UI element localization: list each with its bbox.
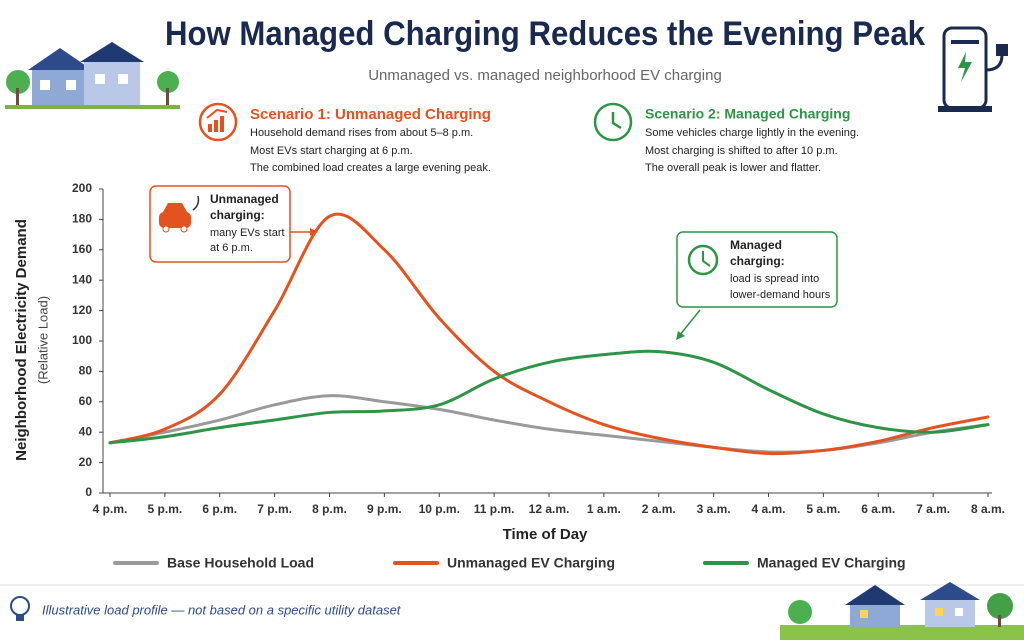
scenario-text: The combined load creates a large evenin…	[250, 162, 491, 174]
scenario-text: The overall peak is lower and flatter.	[645, 162, 821, 174]
houses-footer-icon	[780, 582, 1024, 640]
annotation-managed	[676, 231, 838, 340]
y-tick-label: 120	[72, 303, 92, 317]
clock-icon	[593, 102, 633, 142]
x-tick-label: 5 a.m.	[806, 502, 840, 516]
x-tick-label: 4 p.m.	[93, 502, 128, 516]
trend-icon	[198, 102, 238, 142]
y-tick-label: 100	[72, 333, 92, 347]
annotation-text: many EVs start	[210, 227, 285, 239]
y-tick-label: 160	[72, 242, 92, 256]
scenario-text: Most charging is shifted to after 10 p.m…	[645, 145, 838, 157]
annotation-text: at 6 p.m.	[210, 242, 253, 254]
bulb-icon	[10, 596, 30, 621]
annotation-title: Managed	[730, 238, 782, 252]
x-tick-label: 8 a.m.	[971, 502, 1005, 516]
legend-label: Unmanaged EV Charging	[447, 555, 615, 571]
legend-label: Managed EV Charging	[757, 555, 906, 571]
scenario-title: Scenario 2: Managed Charging	[645, 106, 850, 122]
annotation-unmanaged	[149, 185, 318, 263]
footnote: Illustrative load profile — not based on…	[42, 602, 402, 617]
x-tick-label: 11 p.m.	[474, 502, 515, 516]
annotation-text: load is spread into	[730, 273, 819, 285]
y-axis-title: Neighborhood Electricity Demand	[13, 219, 30, 461]
y-tick-label: 0	[85, 485, 92, 499]
x-tick-label: 4 a.m.	[751, 502, 785, 516]
charger-icon	[938, 26, 1008, 112]
x-tick-label: 12 a.m.	[529, 502, 570, 516]
y-tick-label: 200	[72, 181, 92, 195]
x-tick-label: 7 p.m.	[257, 502, 292, 516]
scenario-title: Scenario 1: Unmanaged Charging	[250, 106, 491, 123]
x-tick-label: 9 p.m.	[367, 502, 402, 516]
annotation-title: Unmanaged	[210, 192, 279, 206]
scenario-text: Some vehicles charge lightly in the even…	[645, 127, 859, 139]
houses-icon	[5, 42, 180, 109]
title: How Managed Charging Reduces the Evening…	[165, 15, 925, 53]
subtitle: Unmanaged vs. managed neighborhood EV ch…	[368, 67, 722, 84]
y-tick-label: 80	[79, 364, 93, 378]
x-tick-label: 6 p.m.	[202, 502, 237, 516]
y-tick-label: 20	[79, 455, 93, 469]
x-tick-label: 5 p.m.	[148, 502, 183, 516]
annotation-title: charging:	[730, 254, 785, 268]
series-line	[108, 212, 990, 456]
legend-label: Base Household Load	[167, 555, 314, 571]
x-tick-label: 3 a.m.	[697, 502, 731, 516]
scenario-text: Most EVs start charging at 6 p.m.	[250, 145, 413, 157]
scenario-text: Household demand rises from about 5–8 p.…	[250, 127, 473, 139]
x-tick-label: 2 a.m.	[642, 502, 676, 516]
x-tick-label: 1 a.m.	[587, 502, 621, 516]
y-tick-label: 140	[72, 272, 92, 286]
y-tick-label: 60	[79, 394, 93, 408]
annotation-title: charging:	[210, 208, 265, 222]
x-tick-label: 8 p.m.	[312, 502, 347, 516]
x-tick-label: 6 a.m.	[861, 502, 895, 516]
x-tick-label: 10 p.m.	[419, 502, 460, 516]
y-tick-label: 40	[79, 424, 93, 438]
y-tick-label: 180	[72, 212, 92, 226]
y-axis-subtitle: (Relative Load)	[35, 296, 50, 384]
series-line	[108, 349, 990, 445]
x-tick-label: 7 a.m.	[916, 502, 950, 516]
x-axis-title: Time of Day	[503, 526, 588, 543]
annotation-text: lower-demand hours	[730, 289, 831, 301]
